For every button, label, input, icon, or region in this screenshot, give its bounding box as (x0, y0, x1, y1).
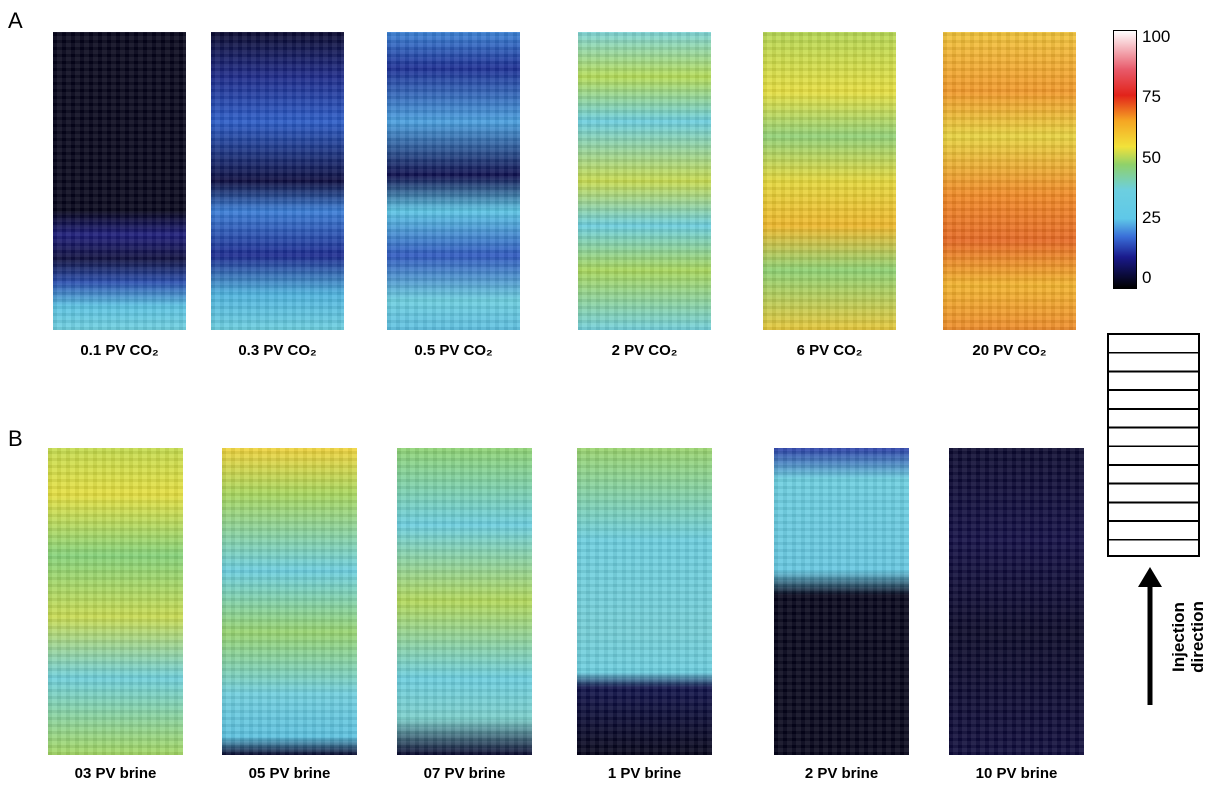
panel-label: 2 PV CO₂ (611, 342, 678, 359)
colorbar-tick-label: 50 (1142, 147, 1161, 167)
panel-label: 20 PV CO₂ (972, 342, 1047, 359)
saturation-map (222, 448, 357, 755)
saturation-map (949, 448, 1084, 755)
saturation-map (763, 32, 896, 330)
colorbar-tick-label: 0 (1142, 268, 1152, 287)
saturation-map (578, 32, 711, 330)
panel-label: 6 PV CO₂ (796, 342, 863, 359)
saturation-map (53, 32, 186, 330)
saturation-map (774, 448, 909, 755)
colorbar (1113, 30, 1137, 289)
panel-label: 0.5 PV CO₂ (414, 342, 493, 359)
panel-label: 07 PV brine (423, 765, 506, 782)
colorbar-tick-label: 25 (1142, 207, 1161, 227)
saturation-map (48, 448, 183, 755)
panel-letter: A (8, 8, 23, 33)
panel-label: 1 PV brine (607, 765, 682, 782)
panel-label: 2 PV brine (804, 765, 879, 782)
saturation-map (943, 32, 1076, 330)
colorbar-tick-label: 100 (1142, 27, 1171, 46)
colorbar-tick-label: 75 (1142, 87, 1161, 107)
panel-label: 05 PV brine (248, 765, 331, 782)
panel-letter: B (8, 426, 23, 451)
panel-label: 10 PV brine (975, 765, 1058, 782)
panel-label: 0.1 PV CO₂ (80, 342, 159, 359)
slice-diagram (1107, 333, 1200, 557)
saturation-map (211, 32, 344, 330)
injection-label: Injection direction (1169, 601, 1207, 673)
injection-arrow (1138, 567, 1162, 705)
saturation-map (577, 448, 712, 755)
saturation-map (387, 32, 520, 330)
saturation-map (397, 448, 532, 755)
panel-label: 03 PV brine (74, 765, 157, 782)
panel-label: 0.3 PV CO₂ (238, 342, 317, 359)
